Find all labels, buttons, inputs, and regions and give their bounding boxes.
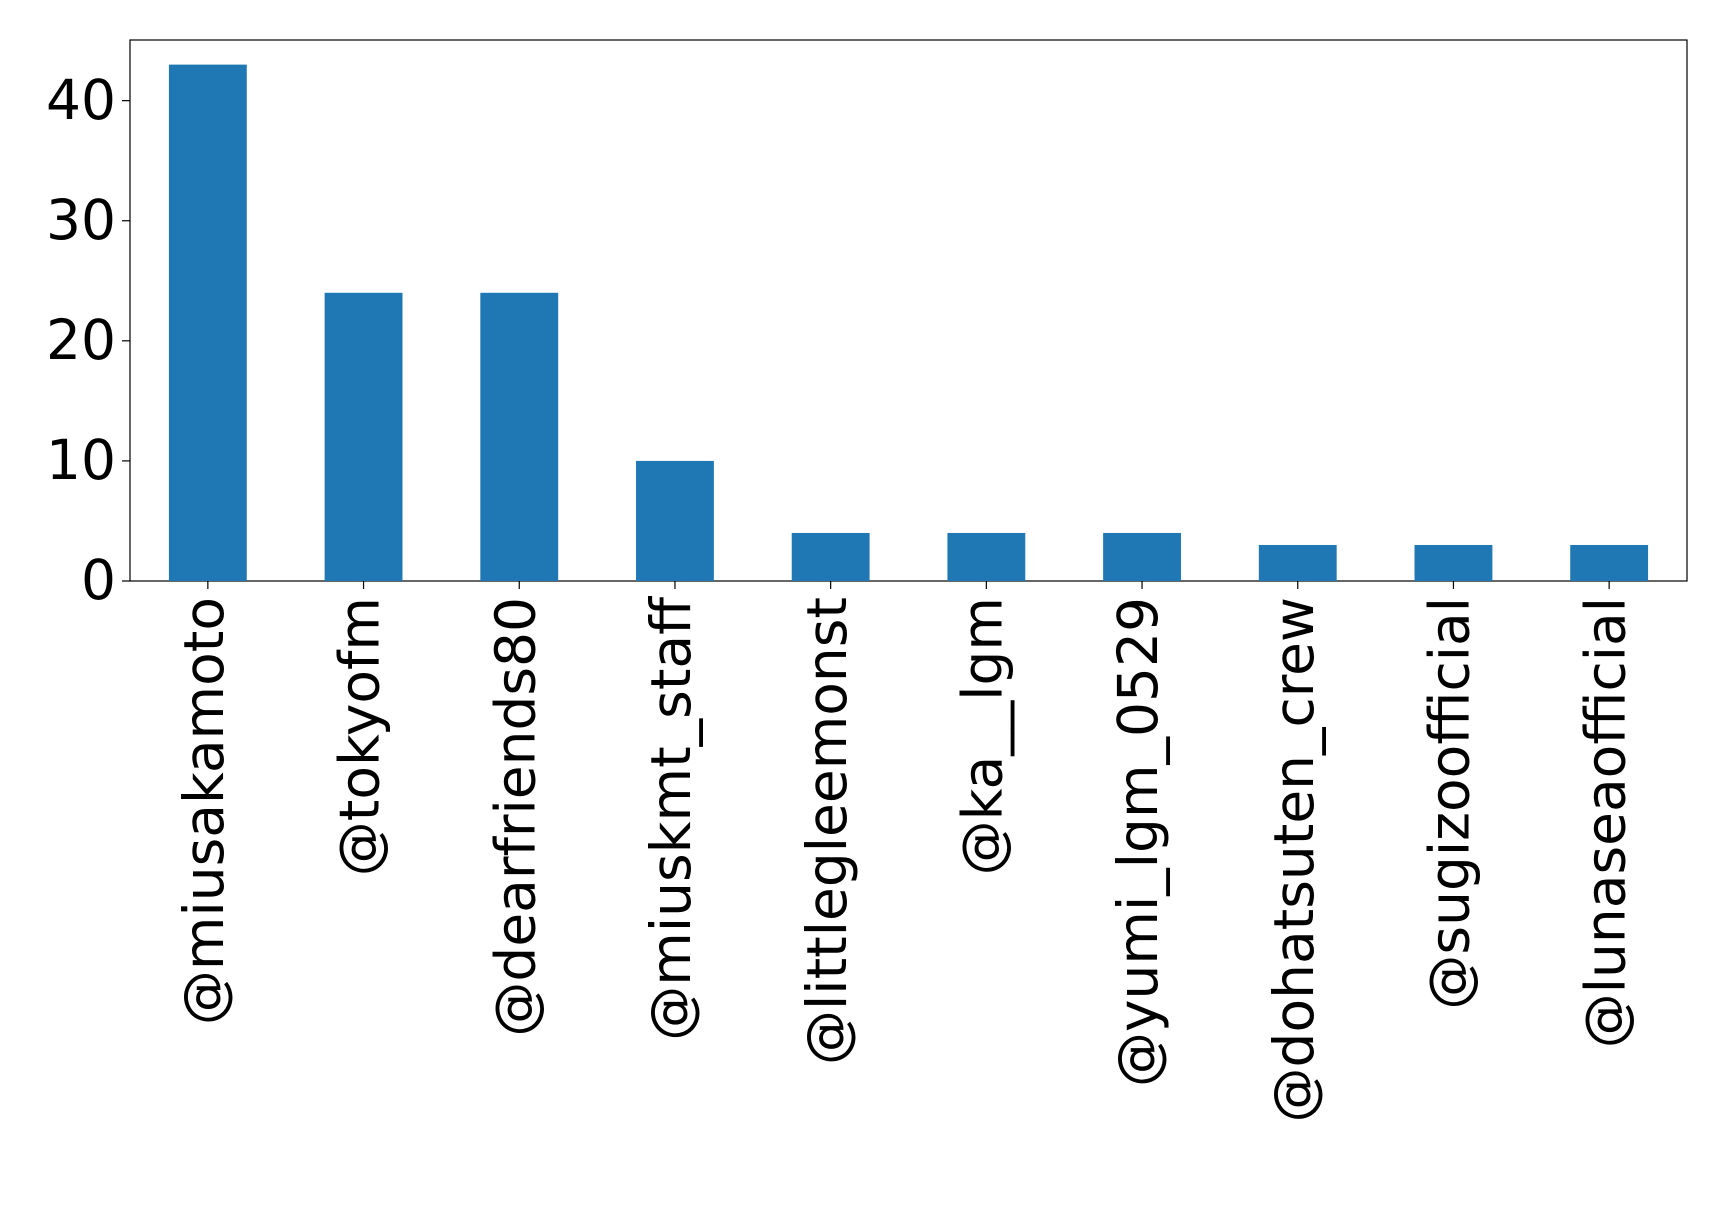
bar bbox=[480, 292, 559, 581]
x-tick-label: @miuskmt_staff bbox=[639, 596, 703, 1041]
bar bbox=[1258, 544, 1337, 581]
bar bbox=[947, 532, 1026, 581]
y-tick-label: 40 bbox=[46, 68, 116, 132]
y-tick-label: 30 bbox=[46, 188, 116, 252]
x-tick-label: @lunaseaofficial bbox=[1573, 597, 1637, 1048]
y-tick-label: 10 bbox=[46, 428, 116, 492]
bar bbox=[168, 64, 247, 581]
y-tick-label: 20 bbox=[46, 308, 116, 372]
x-tick-label: @dearfriends80 bbox=[483, 597, 547, 1037]
x-tick-label: @dohatsuten_crew bbox=[1262, 597, 1326, 1122]
x-tick-label: @littlegleemonst bbox=[795, 597, 859, 1065]
x-tick-label: @tokyofm bbox=[328, 597, 392, 876]
x-tick-label: @miusakamoto bbox=[172, 597, 236, 1025]
bar bbox=[1103, 532, 1181, 581]
plot-frame bbox=[129, 39, 1688, 582]
bar bbox=[636, 460, 714, 581]
bar bbox=[1570, 544, 1649, 581]
x-tick-label: @ka__lgm bbox=[950, 597, 1014, 875]
x-tick-label: @sugizoofficial bbox=[1418, 597, 1482, 1010]
y-tick-label: 0 bbox=[81, 548, 116, 612]
x-tick-label: @yumi_lgm_0529 bbox=[1106, 597, 1170, 1087]
bar bbox=[791, 532, 870, 581]
bar bbox=[324, 292, 403, 581]
bar bbox=[1414, 544, 1493, 581]
